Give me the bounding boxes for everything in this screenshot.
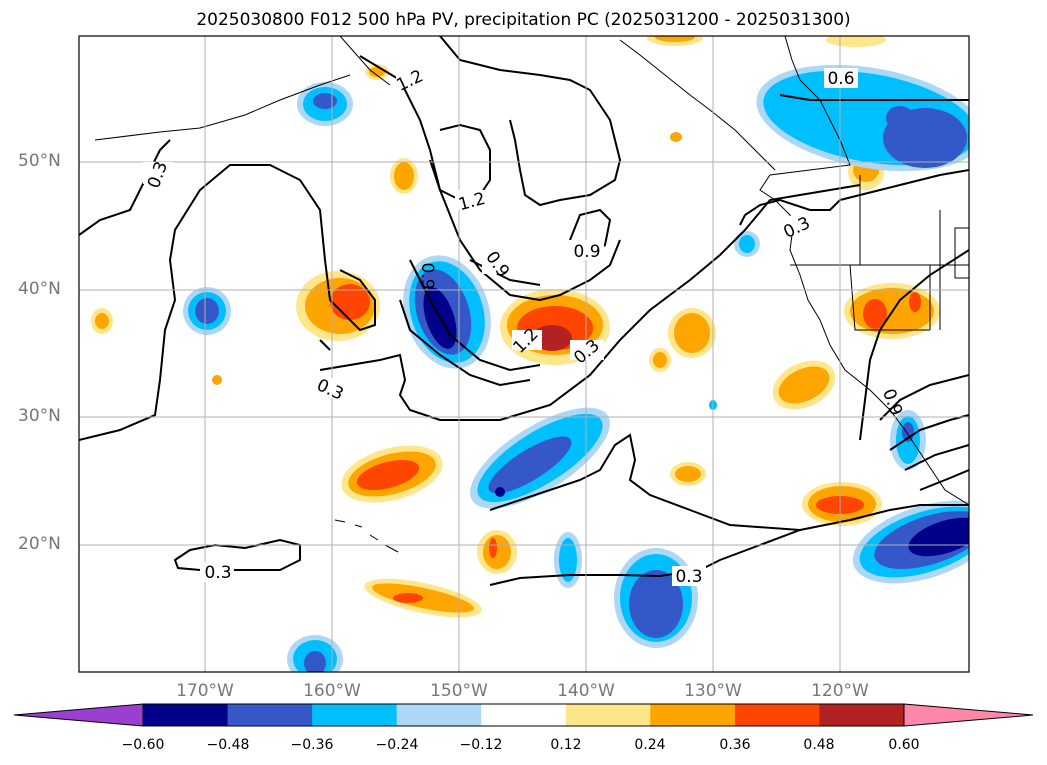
positive-anomaly-patch — [212, 36, 886, 385]
colorbar-tick-label: −0.60 — [121, 737, 165, 753]
lon-label: 140°W — [557, 681, 615, 701]
contour-label: 0.3 — [204, 563, 231, 583]
negative-anomaly-patch — [554, 532, 582, 588]
colorbar-tick-label: 0.60 — [888, 737, 920, 753]
positive-anomaly-patch — [91, 308, 113, 334]
colorbar-tick-label: −0.24 — [375, 737, 419, 753]
negative-anomaly-patch — [287, 635, 343, 672]
positive-anomaly-patch — [670, 462, 706, 486]
lon-label: 130°W — [684, 681, 742, 701]
positive-anomaly-patch — [341, 445, 443, 503]
plot-frame — [78, 35, 970, 673]
lon-label: 160°W — [303, 681, 361, 701]
positive-anomaly-patch — [802, 482, 882, 526]
negative-anomaly-patch — [756, 64, 969, 172]
negative-anomaly-patch — [297, 82, 353, 126]
colorbar-tick-label: −0.12 — [459, 737, 503, 753]
lon-label: 150°W — [430, 681, 488, 701]
lat-label: 40°N — [18, 279, 61, 299]
negative-anomaly-patch — [183, 287, 231, 335]
contour-label: 0.9 — [417, 262, 437, 289]
contour-label: 0.9 — [573, 242, 600, 262]
contour-label: 0.3 — [675, 567, 702, 587]
positive-anomaly-patch — [477, 530, 517, 574]
negative-anomaly-patch — [890, 410, 926, 470]
colorbar-tick-label: 0.24 — [634, 737, 666, 753]
contour-label: 0.6 — [827, 69, 854, 89]
colorbar-tick-label: −0.36 — [290, 737, 334, 753]
colorbar-tick-label: −0.48 — [206, 737, 250, 753]
colorbar-tick-label: 0.36 — [719, 737, 751, 753]
negative-anomaly-patch — [852, 500, 969, 584]
positive-anomaly-patch — [649, 308, 716, 372]
lon-label: 120°W — [811, 681, 869, 701]
map-title: 2025030800 F012 500 hPa PV, precipitatio… — [196, 10, 851, 30]
positive-anomaly-patch — [364, 578, 482, 618]
positive-anomaly-patch — [390, 158, 418, 194]
colorbar-tick-label: 0.12 — [550, 737, 582, 753]
positive-anomaly-patch — [296, 271, 380, 341]
lat-label: 30°N — [18, 406, 61, 426]
pv-contours — [79, 36, 969, 586]
negative-anomaly-patch — [470, 407, 610, 509]
negative-anomaly-patch — [403, 255, 491, 369]
lon-label: 170°W — [176, 681, 234, 701]
lat-label: 20°N — [18, 534, 61, 554]
gridlines — [79, 36, 969, 672]
colorbar-tick-label: 0.48 — [803, 737, 835, 753]
negative-anomaly-patch — [614, 548, 698, 648]
positive-anomaly-patch — [772, 360, 836, 410]
lat-label: 50°N — [18, 151, 61, 171]
